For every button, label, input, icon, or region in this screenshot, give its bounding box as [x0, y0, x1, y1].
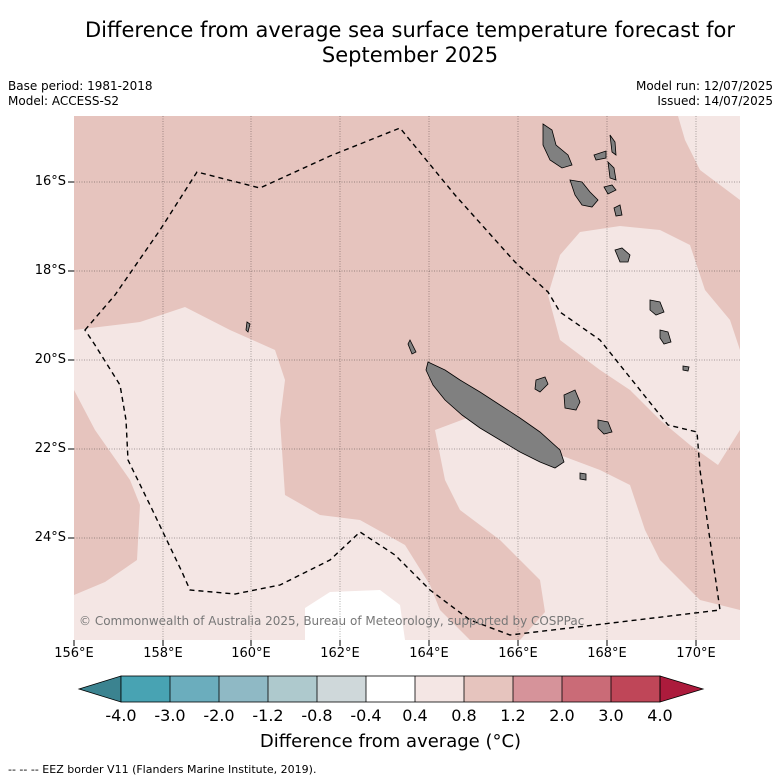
colorbar-tick: 0.4 [402, 706, 428, 725]
colorbar-extend-high [659, 675, 705, 703]
colorbar-tick: -1.2 [252, 706, 284, 725]
colorbar-bin [170, 676, 219, 702]
lat-label-18s: 18°S [34, 263, 66, 278]
colorbar-bin [121, 676, 170, 702]
colorbar-bin [562, 676, 611, 702]
new-caledonia-island [425, 361, 565, 469]
lon-label-162e: 162°E [320, 646, 360, 661]
axis-ticks [68, 181, 697, 646]
anomaly-region-moderate-south [435, 415, 740, 640]
eez-footnote: -- -- -- EEZ border V11 (Flanders Marine… [8, 763, 317, 776]
ouvea-island [534, 376, 549, 393]
lat-label-20s: 20°S [34, 352, 66, 367]
epi-island [613, 204, 623, 217]
colorbar-tick: 1.2 [500, 706, 526, 725]
colorbar-tick: -0.8 [301, 706, 333, 725]
colorbar-bin [366, 676, 415, 702]
ambrym-island [603, 184, 617, 195]
lon-label-160e: 160°E [231, 646, 271, 661]
colorbar-bin [219, 676, 268, 702]
colorbar [77, 675, 705, 703]
meta-left: Base period: 1981-2018 Model: ACCESS-S2 [8, 79, 153, 109]
lon-label-156e: 156°E [54, 646, 94, 661]
anomaly-region-near-average [305, 590, 405, 640]
lat-label-24s: 24°S [34, 530, 66, 545]
title-line-2: September 2025 [321, 43, 499, 67]
anomaly-region-moderate-west [74, 307, 470, 640]
lon-label-166e: 166°E [498, 646, 538, 661]
colorbar-tick: 0.8 [451, 706, 477, 725]
issued-date: Issued: 14/07/2025 [657, 94, 773, 108]
title-line-1: Difference from average sea surface temp… [85, 18, 735, 42]
colorbar-tick: -4.0 [105, 706, 137, 725]
land [245, 123, 690, 481]
lon-label-164e: 164°E [409, 646, 449, 661]
lifou-island [563, 389, 581, 411]
mare-island [597, 419, 613, 435]
anomaly-region-moderate-east [548, 226, 740, 465]
isle-of-pines [579, 472, 587, 481]
colorbar-bin [464, 676, 513, 702]
colorbar-extend-low [77, 675, 122, 703]
lat-label-22s: 22°S [34, 441, 66, 456]
colorbar-bin [415, 676, 464, 702]
lon-label-170e: 170°E [676, 646, 716, 661]
lon-label-158e: 158°E [143, 646, 183, 661]
colorbar-tick: -3.0 [154, 706, 186, 725]
maewo-island [609, 134, 617, 156]
model-run: Model run: 12/07/2025 [635, 79, 773, 93]
eez-border [84, 127, 721, 636]
colorbar-tick: -2.0 [203, 706, 235, 725]
colorbar-bin [611, 676, 660, 702]
model-name: Model: ACCESS-S2 [8, 94, 120, 108]
colorbar-frame [120, 675, 661, 703]
lat-label-16s: 16°S [34, 174, 66, 189]
graticule [74, 116, 740, 640]
aneityum-island [682, 365, 690, 372]
chesterfield-islet [245, 321, 251, 333]
colorbar-tick: 3.0 [598, 706, 624, 725]
malakula-island [569, 179, 599, 208]
efate-island [614, 247, 631, 263]
colorbar-bin [317, 676, 366, 702]
ambae-island [593, 150, 607, 161]
tanna-island [659, 329, 672, 345]
colorbar-tick: 4.0 [647, 706, 673, 725]
map-panel [74, 116, 740, 640]
belep-islet [407, 339, 417, 355]
meta-right: Model run: 12/07/2025 Issued: 14/07/2025 [636, 79, 773, 109]
colorbar-tick: 2.0 [549, 706, 575, 725]
copyright-credit: © Commonwealth of Australia 2025, Bureau… [79, 614, 585, 628]
colorbar-tick: -0.4 [350, 706, 382, 725]
anomaly-region-moderate-northeast [678, 116, 740, 200]
colorbar-title: Difference from average (°C) [259, 731, 522, 752]
lon-label-168e: 168°E [587, 646, 627, 661]
base-period: Base period: 1981-2018 [8, 79, 153, 93]
colorbar-bin [513, 676, 562, 702]
colorbar-bin [268, 676, 317, 702]
pentecost-island [607, 160, 617, 181]
espiritu-santo-island [542, 123, 573, 169]
erromango-island [649, 299, 665, 316]
page-title: Difference from average sea surface temp… [60, 18, 760, 68]
